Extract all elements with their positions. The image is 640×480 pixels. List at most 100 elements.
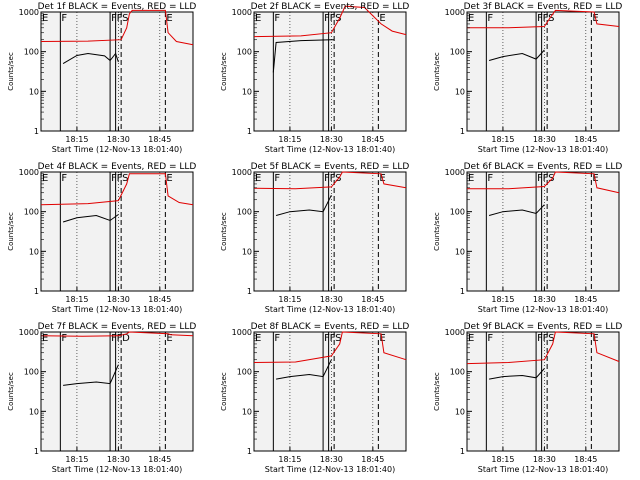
x-tick-label: 18:15 [65, 455, 88, 464]
y-tick-label: 100 [237, 368, 252, 377]
event-marker-label: E [42, 13, 48, 24]
y-axis-label: Counts/sec [433, 52, 441, 91]
event-marker-label: F [324, 13, 330, 24]
event-marker-label: F [274, 173, 280, 184]
y-tick-label: 100 [24, 368, 39, 377]
y-tick-label: 100 [237, 208, 252, 217]
y-axis-label: Counts/sec [433, 372, 441, 411]
event-marker-label: E [468, 173, 474, 184]
y-tick-label: 100 [237, 48, 252, 57]
chart-title: Det 2f BLACK = Events, RED = LLD [251, 2, 410, 12]
event-marker-label: F [537, 333, 543, 344]
event-marker-label: E [255, 173, 261, 184]
y-tick-label: 10 [455, 87, 465, 96]
x-tick-label: 18:15 [278, 295, 301, 304]
y-axis-label: Counts/sec [433, 212, 441, 251]
y-tick-label: 100 [450, 208, 465, 217]
x-tick-label: 18:45 [361, 455, 384, 464]
y-tick-label: 10 [29, 87, 39, 96]
event-marker-label: F [487, 333, 493, 344]
y-tick-label: 10 [455, 407, 465, 416]
plot-area [253, 11, 407, 132]
series-line-black [62, 214, 119, 223]
event-marker-label: F [330, 333, 336, 344]
x-axis-label: Start Time (12-Nov-13 18:01:40) [265, 305, 395, 314]
y-tick-label: 1 [460, 127, 465, 136]
y-tick-label: 1 [34, 287, 39, 296]
event-marker-label: F [61, 333, 67, 344]
event-marker-label: S [548, 333, 554, 344]
x-axis-label: Start Time (12-Nov-13 18:01:40) [52, 305, 182, 314]
x-axis-label: Start Time (12-Nov-13 18:01:40) [265, 145, 395, 154]
y-tick-label: 1000 [232, 168, 252, 177]
x-tick-label: 18:30 [320, 455, 343, 464]
y-tick-label: 1 [460, 287, 465, 296]
event-marker-label: E [42, 333, 48, 344]
series-line-red [40, 9, 194, 46]
plot-area [466, 171, 620, 292]
series-line-black [62, 52, 119, 65]
x-tick-label: 18:15 [65, 135, 88, 144]
event-marker-label: F [111, 333, 117, 344]
x-axis-label: Start Time (12-Nov-13 18:01:40) [478, 465, 608, 474]
y-tick-label: 100 [450, 368, 465, 377]
event-marker-label: E [255, 13, 261, 24]
x-tick-label: 18:15 [491, 295, 514, 304]
x-tick-label: 18:45 [148, 135, 171, 144]
event-marker-label: F [324, 173, 330, 184]
plot-area [466, 11, 620, 132]
event-marker-label: D [122, 333, 130, 344]
event-marker-label: F [274, 333, 280, 344]
series-line-black [63, 364, 119, 386]
plot-area [40, 171, 194, 292]
chart-title: Det 8f BLACK = Events, RED = LLD [251, 322, 410, 332]
x-tick-label: 18:30 [107, 135, 130, 144]
x-axis-label: Start Time (12-Nov-13 18:01:40) [265, 465, 395, 474]
x-tick-label: 18:15 [278, 135, 301, 144]
x-tick-label: 18:45 [361, 295, 384, 304]
y-tick-label: 1000 [19, 168, 39, 177]
plot-area [40, 11, 194, 132]
series-line-black [272, 39, 335, 73]
chart-title: Det 6f BLACK = Events, RED = LLD [464, 162, 623, 172]
y-tick-label: 1 [34, 447, 39, 456]
event-marker-label: F [117, 173, 123, 184]
series-line-black [276, 359, 332, 380]
y-tick-label: 1000 [445, 8, 465, 17]
y-tick-label: 10 [29, 247, 39, 256]
event-marker-label: F [274, 13, 280, 24]
y-tick-label: 1 [247, 287, 252, 296]
y-tick-label: 1 [34, 127, 39, 136]
x-tick-label: 18:30 [533, 295, 556, 304]
x-tick-label: 18:45 [574, 135, 597, 144]
plot-area [253, 171, 407, 292]
y-tick-label: 1 [460, 447, 465, 456]
event-marker-label: F [537, 13, 543, 24]
x-axis-label: Start Time (12-Nov-13 18:01:40) [52, 465, 182, 474]
event-marker-label: S [335, 13, 341, 24]
y-axis-label: Counts/sec [7, 212, 15, 251]
x-tick-label: 18:15 [491, 455, 514, 464]
event-marker-label: E [468, 13, 474, 24]
event-marker-label: F [487, 13, 493, 24]
event-marker-label: F [324, 333, 330, 344]
event-marker-label: F [543, 333, 549, 344]
series-line-red [40, 173, 194, 206]
x-tick-label: 18:30 [533, 135, 556, 144]
event-marker-label: S [548, 13, 554, 24]
y-axis-label: Counts/sec [220, 212, 228, 251]
y-tick-label: 100 [24, 48, 39, 57]
event-marker-label: F [61, 173, 67, 184]
plot-area [253, 331, 407, 452]
y-tick-label: 1 [247, 447, 252, 456]
series-line-red [253, 5, 407, 38]
series-line-black [275, 194, 332, 216]
x-tick-label: 18:30 [320, 295, 343, 304]
chart-title: Det 7f BLACK = Events, RED = LLD [38, 322, 197, 332]
series-line-red [40, 331, 194, 337]
event-marker-label: F [330, 173, 336, 184]
